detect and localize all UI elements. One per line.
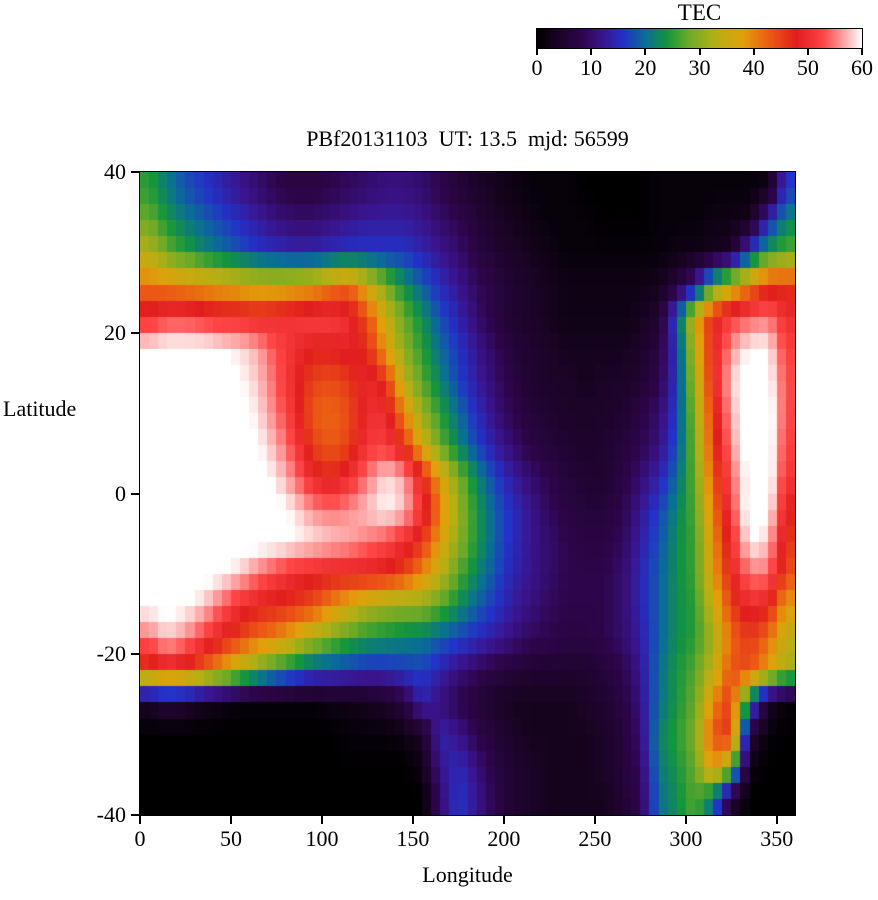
colorbar-gradient-canvas <box>537 29 862 48</box>
y-tick-mark <box>131 814 139 816</box>
colorbar-tick-label: 10 <box>580 55 603 80</box>
y-tick-mark <box>131 653 139 656</box>
colorbar-tick-mark <box>590 49 593 55</box>
x-tick-label: 0 <box>134 826 146 851</box>
x-tick-label: 250 <box>578 826 612 851</box>
heatmap-canvas <box>140 172 795 815</box>
x-tick-label: 150 <box>396 826 430 851</box>
y-tick-mark <box>131 492 139 495</box>
colorbar-tick-label: 50 <box>796 55 819 80</box>
x-tick-mark <box>593 816 596 824</box>
colorbar-title: TEC <box>677 0 722 25</box>
plot-title: PBf20131103 UT: 13.5 mjd: 56599 <box>306 126 629 151</box>
colorbar-tick-mark <box>536 49 538 55</box>
y-tick-mark <box>131 331 139 334</box>
x-tick-mark <box>229 816 232 824</box>
y-tick-label: 20 <box>104 319 126 345</box>
colorbar-tick-mark <box>861 49 863 55</box>
colorbar-tick-mark <box>806 49 809 55</box>
x-tick-label: 350 <box>760 826 794 851</box>
x-tick-mark <box>139 816 141 824</box>
colorbar-tick-label: 40 <box>742 55 765 80</box>
x-tick-label: 50 <box>219 826 242 851</box>
y-axis-label: Latitude <box>3 396 77 421</box>
x-tick-label: 100 <box>305 826 339 851</box>
y-tick-label: 0 <box>115 480 126 506</box>
y-tick-label: -20 <box>96 641 126 667</box>
y-tick-label: 40 <box>104 159 126 184</box>
colorbar-tick-label: 20 <box>634 55 657 80</box>
colorbar-tick-label: 60 <box>851 55 873 80</box>
colorbar <box>536 28 863 49</box>
x-tick-mark <box>775 816 778 824</box>
colorbar-tick-mark <box>752 49 755 55</box>
x-tick-mark <box>411 816 414 824</box>
x-tick-label: 200 <box>487 826 521 851</box>
x-tick-mark <box>684 816 687 824</box>
x-tick-mark <box>320 816 323 824</box>
plot-area <box>139 171 796 816</box>
colorbar-tick-label: 0 <box>531 55 543 80</box>
colorbar-tick-mark <box>644 49 647 55</box>
colorbar-tick-mark <box>698 49 701 55</box>
x-axis-label: Longitude <box>422 862 513 887</box>
y-tick-label: -40 <box>96 802 126 827</box>
y-tick-mark <box>131 171 139 173</box>
colorbar-tick-label: 30 <box>688 55 711 80</box>
x-tick-label: 300 <box>669 826 703 851</box>
x-tick-mark <box>502 816 505 824</box>
